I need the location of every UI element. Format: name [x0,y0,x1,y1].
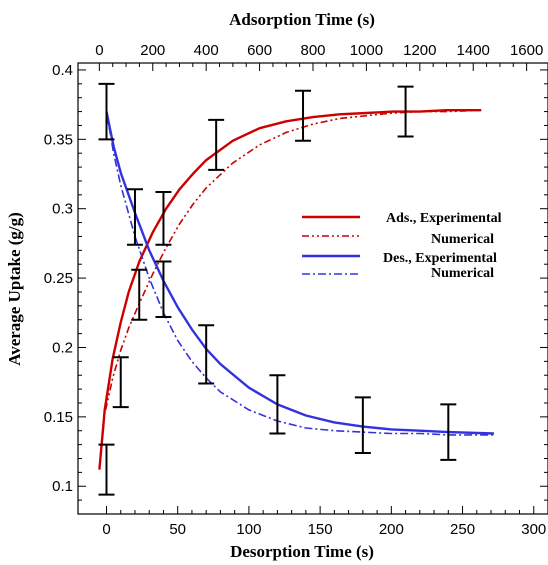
y-tick-label: 0.3 [52,201,73,218]
y-tick-label: 0.4 [52,62,73,79]
bottom-axis-title: Desorption Time (s) [230,542,374,561]
error-bar [269,374,286,435]
plot-frame [77,62,548,515]
y-tick-label: 0.15 [44,409,73,426]
x2-tick-label: 1600 [510,42,543,59]
error-bar [112,356,129,409]
x-tick-label: 0 [102,521,110,538]
error-bar [155,260,172,318]
legend-label-ads-num: Numerical [431,232,494,247]
x-tick-label: 150 [308,521,333,538]
error-bar [131,268,148,321]
x2-tick-label: 1200 [403,42,436,59]
x2-tick-label: 600 [247,42,272,59]
y-tick-label: 0.35 [44,131,73,148]
x-tick-label: 50 [169,521,186,538]
legend: Ads., Experimental Numerical Des., Exper… [302,211,502,281]
error-bar [126,188,143,246]
error-bar [198,324,215,385]
x2-tick-label: 1400 [457,42,490,59]
x-tick-label: 100 [236,521,261,538]
error-bar [354,396,371,454]
x2-tick-label: 800 [300,42,325,59]
x2-tick-label: 0 [95,42,103,59]
series-line-ads-numerical [98,109,482,470]
error-bar [155,191,172,246]
error-bars-layer [98,82,457,496]
x2-tick-label: 400 [194,42,219,59]
x2-tick-label: 200 [140,42,165,59]
legend-label-ads-exp: Ads., Experimental [386,211,502,226]
x-tick-label: 200 [379,521,404,538]
y-tick-label: 0.1 [52,478,73,495]
curves-layer [98,108,494,470]
error-bar [98,82,115,141]
error-bar [98,443,115,496]
error-bar [397,85,414,138]
y-tick-label: 0.2 [52,339,73,356]
error-bar [440,403,457,461]
series-line-ads-experimental [98,108,482,470]
y-tick-label: 0.25 [44,270,73,287]
error-bar [208,118,225,171]
error-bar [295,89,312,142]
x-tick-label: 300 [521,521,546,538]
legend-label-des-num: Numerical [431,266,494,281]
x2-tick-label: 1000 [350,42,383,59]
ticks-layer: 0 50 100 150 200 250 300 0 200 400 600 800 1000 1200 1… [44,42,548,538]
legend-label-des-exp: Des., Experimental [383,251,497,266]
top-axis-title: Adsorption Time (s) [229,10,375,29]
y-axis-title: Average Uptake (g/g) [5,212,24,366]
x-tick-label: 250 [450,521,475,538]
